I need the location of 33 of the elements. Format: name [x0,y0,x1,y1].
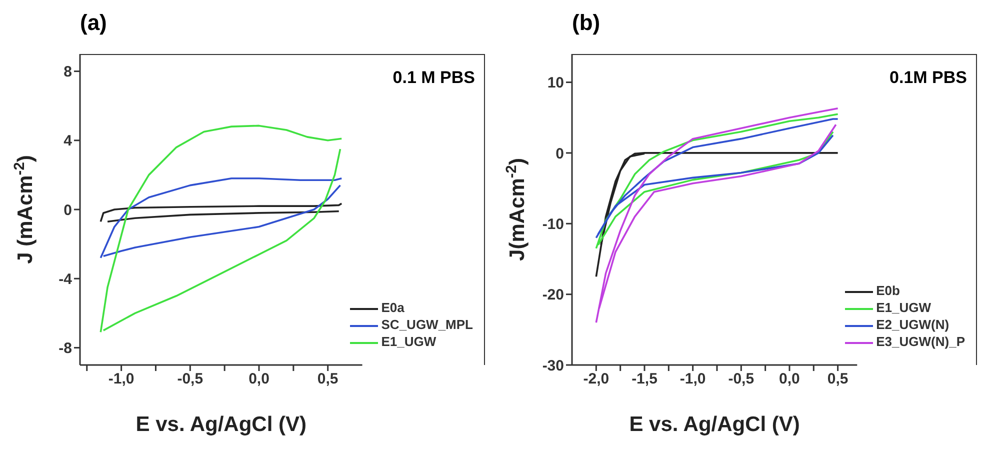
y-tick-label: 0 [556,145,564,162]
y-tick-label: 10 [547,74,564,92]
x-tick-label: 0,5 [317,370,338,388]
x-tick-label: 0,0 [779,370,800,388]
y-tick-label: 4 [64,132,73,150]
x-axis-title: E vs. Ag/AgCl (V) [136,413,307,436]
legend-label: E0a [381,300,404,315]
chart-title: (b) [572,10,600,36]
y-tick-label: -4 [58,270,73,288]
legend-label: E0b [876,283,900,298]
x-tick-label: -0,5 [177,370,204,388]
x-axis-title: E vs. Ag/AgCl (V) [629,413,800,436]
legend-label: E3_UGW(N)_P [876,334,965,349]
text: 0.1M PBS [890,68,967,88]
legend-label: E2_UGW(N) [876,317,950,332]
y-tick-label: -30 [542,357,564,374]
y-tick-label: 8 [64,64,72,81]
x-tick-label: -1,0 [108,370,134,388]
x-tick-label: -2,0 [583,370,610,388]
text: 0.1 M PBS [392,68,475,88]
legend-label: SC_UGW_MPL [381,317,473,332]
y-tick-label: -8 [58,340,72,358]
y-tick-label: -10 [542,216,564,233]
legend-label: E1_UGW [381,334,436,349]
x-tick-label: 0,5 [827,370,848,388]
x-tick-label: -1,5 [632,370,658,388]
y-tick-label: -20 [542,286,564,304]
chart-title: (a) [80,10,107,36]
x-tick-label: 0,0 [248,370,270,388]
y-tick-label: 0 [64,202,72,219]
x-tick-label: -0,5 [728,370,754,388]
x-tick-label: -1,0 [680,370,706,388]
legend-label: E1_UGW [876,300,932,315]
